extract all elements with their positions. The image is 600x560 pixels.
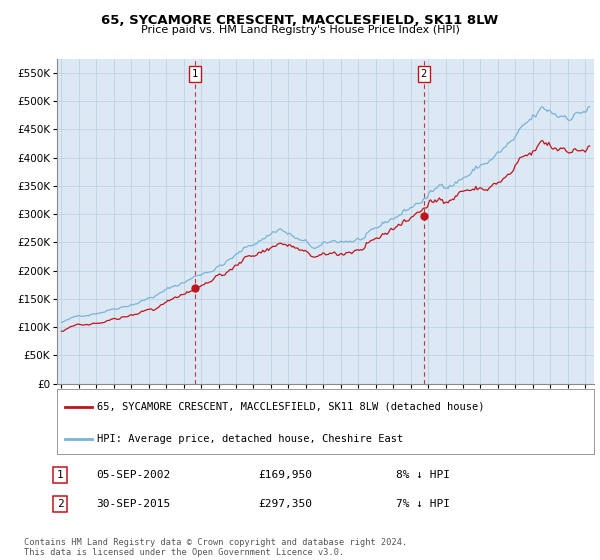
Text: 30-SEP-2015: 30-SEP-2015 <box>96 499 170 509</box>
Text: 65, SYCAMORE CRESCENT, MACCLESFIELD, SK11 8LW: 65, SYCAMORE CRESCENT, MACCLESFIELD, SK1… <box>101 14 499 27</box>
Text: HPI: Average price, detached house, Cheshire East: HPI: Average price, detached house, Ches… <box>97 434 404 444</box>
Text: 7% ↓ HPI: 7% ↓ HPI <box>396 499 450 509</box>
Text: 1: 1 <box>192 69 199 79</box>
Text: Contains HM Land Registry data © Crown copyright and database right 2024.
This d: Contains HM Land Registry data © Crown c… <box>24 538 407 557</box>
Text: £297,350: £297,350 <box>258 499 312 509</box>
Text: 1: 1 <box>56 470 64 480</box>
Text: 8% ↓ HPI: 8% ↓ HPI <box>396 470 450 480</box>
Text: 05-SEP-2002: 05-SEP-2002 <box>96 470 170 480</box>
Text: 65, SYCAMORE CRESCENT, MACCLESFIELD, SK11 8LW (detached house): 65, SYCAMORE CRESCENT, MACCLESFIELD, SK1… <box>97 402 485 412</box>
Text: 2: 2 <box>421 69 427 79</box>
Text: Price paid vs. HM Land Registry's House Price Index (HPI): Price paid vs. HM Land Registry's House … <box>140 25 460 35</box>
Text: £169,950: £169,950 <box>258 470 312 480</box>
Text: 2: 2 <box>56 499 64 509</box>
